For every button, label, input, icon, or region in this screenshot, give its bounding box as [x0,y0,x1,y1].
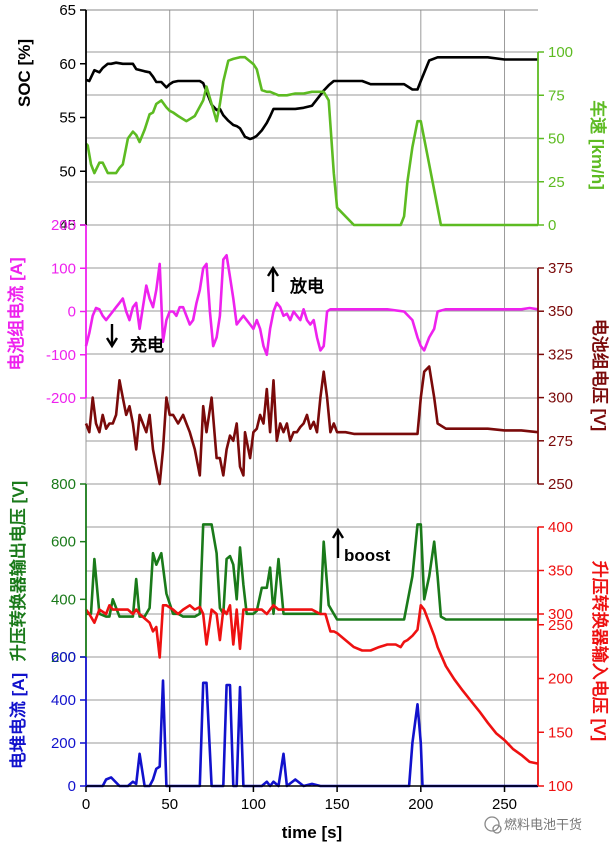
right-tick-label: 250 [548,617,573,634]
right-tick-label: 100 [548,778,573,795]
right-tick-label: 50 [548,131,565,148]
annotation-label: 充电 [130,335,164,355]
series-line-speed [85,55,538,227]
right-tick-label: 0 [548,217,556,234]
left-tick-label: -200 [46,390,76,407]
right-tick-label: 300 [548,606,573,623]
left-axis-label: 电堆电流 [A] [8,673,28,769]
left-tick-label: -100 [46,347,76,364]
data-series [84,55,539,788]
x-tick-label: 150 [325,796,350,813]
annotation-label: boost [344,546,391,565]
right-tick-label: 350 [548,563,573,580]
series-line-boost_in [84,603,539,765]
wechat-icon [484,816,500,832]
right-tick-label: 75 [548,87,565,104]
left-tick-label: 200 [51,735,76,752]
left-tick-label: 50 [59,163,76,180]
series-line-boost_out [86,523,538,621]
left-tick-label: 65 [59,2,76,19]
series-line-stack_current [86,679,538,788]
left-tick-label: 600 [51,649,76,666]
series-line-soc [85,55,538,141]
series-line-batt_current [84,254,539,357]
left-tick-label: 400 [51,692,76,709]
right-tick-label: 100 [548,44,573,61]
right-tick-label: 300 [548,390,573,407]
x-tick-label: 200 [408,796,433,813]
right-tick-label: 25 [548,174,565,191]
left-tick-label: 0 [68,778,76,795]
x-tick-label: 50 [161,796,178,813]
x-axis-label: time [s] [282,823,342,842]
right-tick-label: 200 [548,671,573,688]
right-axis-label: 升压转换器输入电压 [V] [590,561,610,741]
right-tick-label: 375 [548,260,573,277]
annotation-arrow-head [266,265,280,277]
right-tick-label: 400 [548,519,573,536]
annotation-label: 放电 [289,276,324,296]
grid-lines [85,9,538,787]
left-axis-label: SOC [%] [15,39,34,107]
left-tick-label: 400 [51,591,76,608]
x-tick-label: 0 [82,796,90,813]
left-tick-label: 45 [59,217,76,234]
watermark: 燃料电池干货 [484,816,582,834]
left-axis-label: 升压转换器输出电压 [V] [8,481,28,661]
left-tick-label: 55 [59,110,76,127]
series-line-batt_voltage [84,365,539,486]
left-tick-label: 200 [51,217,76,234]
left-tick-label: 100 [51,260,76,277]
right-tick-label: 150 [548,724,573,741]
right-tick-label: 250 [548,476,573,493]
left-axis-label: 电池组电流 [A] [6,257,26,370]
right-tick-label: 325 [548,346,573,363]
wechat-icon-dot [492,824,502,834]
left-tick-label: 600 [51,534,76,551]
right-axis-label: 电池组电压 [V] [590,319,610,431]
right-tick-label: 275 [548,433,573,450]
right-tick-label: 350 [548,303,573,320]
annotation-arrow-head [331,527,345,539]
x-tick-label: 250 [492,796,517,813]
watermark-text: 燃料电池干货 [504,817,582,832]
left-tick-label: 200 [51,649,76,666]
x-tick-label: 100 [241,796,266,813]
left-tick-label: 800 [51,476,76,493]
annotation-arrow-head [105,337,119,349]
left-tick-label: 0 [68,304,76,321]
left-tick-label: 60 [59,56,76,73]
right-axis-label: 车速 [km/h] [588,100,608,190]
